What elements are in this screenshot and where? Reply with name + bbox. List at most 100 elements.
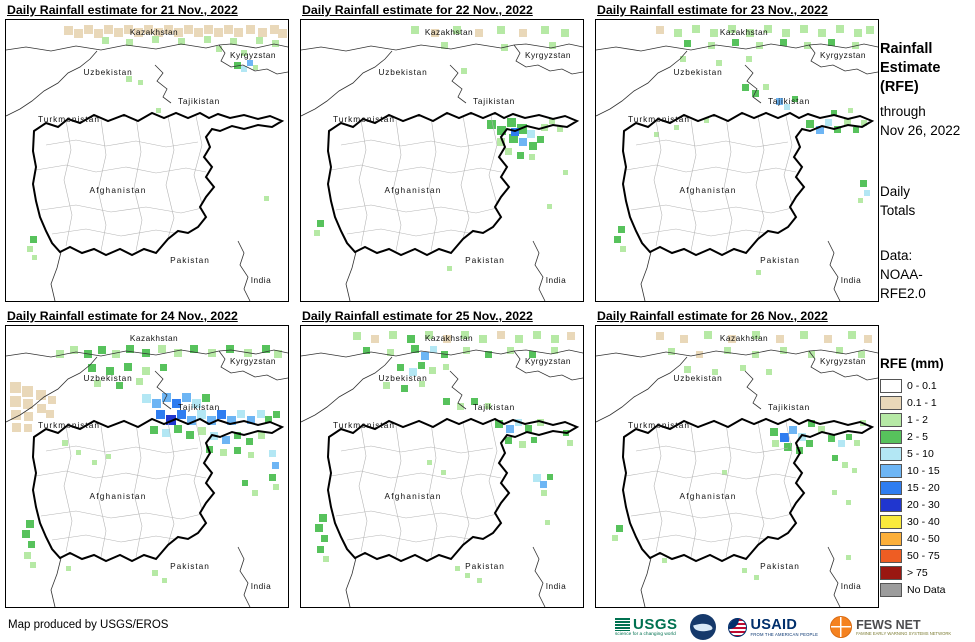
rain-cell: [861, 120, 867, 126]
data-source-line: RFE2.0: [880, 286, 926, 301]
rain-cell: [106, 454, 111, 459]
country-label: Kazakhstan: [130, 333, 178, 343]
rain-cell: [258, 28, 267, 37]
country-labels: Kazakhstan Kyrgyzstan Uzbekistan Tajikistan…: [38, 27, 276, 285]
rain-cell: [808, 420, 815, 427]
country-label: Afghanistan: [89, 491, 146, 501]
rain-cell: [204, 25, 213, 34]
country-borders: [596, 43, 878, 301]
rain-cell: [854, 29, 862, 37]
rain-cell: [92, 460, 97, 465]
rain-cell: [252, 490, 258, 496]
province-borders: [330, 421, 502, 558]
rain-cell: [836, 347, 843, 354]
legend-swatch: [880, 548, 902, 563]
title-line: Rainfall: [880, 41, 933, 57]
country-label: India: [251, 275, 272, 285]
rain-cell: [248, 452, 254, 458]
country-label: Pakistan: [760, 561, 800, 571]
rain-cell: [411, 345, 419, 353]
totals-label: Daily Totals: [880, 182, 972, 220]
usaid-logo: USAID FROM THE AMERICAN PEOPLE: [727, 617, 819, 637]
rain-cell: [806, 440, 813, 447]
through-label: through: [880, 104, 926, 119]
rain-cell: [818, 426, 825, 433]
rain-cell: [174, 28, 183, 37]
data-source-line: NOAA-: [880, 267, 923, 282]
rain-cell: [62, 440, 68, 446]
usaid-flag-icon: [727, 617, 747, 637]
rain-cell: [241, 66, 247, 72]
rain-cell: [780, 39, 787, 46]
rain-cell: [247, 416, 255, 424]
rain-cell: [519, 138, 527, 146]
rain-cell: [842, 462, 848, 468]
rain-cell: [527, 130, 535, 138]
rain-cell: [716, 60, 722, 66]
rain-cell: [323, 556, 329, 562]
rain-cell: [421, 352, 429, 360]
rain-cell: [37, 404, 46, 413]
rain-cell: [134, 28, 143, 37]
rain-cell: [98, 346, 106, 354]
afghanistan-border: [621, 111, 875, 257]
rain-cell: [533, 474, 541, 482]
legend-label: 1 - 2: [907, 413, 929, 426]
rain-cell: [846, 500, 851, 505]
rain-cell: [656, 332, 664, 340]
rain-cell: [557, 126, 563, 132]
legend-swatch: [880, 412, 902, 427]
country-label: Afghanistan: [679, 185, 736, 195]
legend-swatch: [880, 531, 902, 546]
rain-cell: [162, 578, 167, 583]
fewsnet-logo: FEWS NET FAMINE EARLY WARNING SYSTEMS NE…: [830, 616, 951, 638]
country-label: Turkmenistan: [333, 420, 395, 430]
rain-cell: [515, 335, 523, 343]
rain-cell: [319, 514, 327, 522]
rain-cell: [525, 425, 532, 432]
legend-label: 30 - 40: [907, 515, 940, 528]
rain-cell: [136, 378, 143, 385]
legend-item: 0 - 0.1: [880, 377, 974, 394]
legend-swatch: [880, 446, 902, 461]
province-borders: [330, 115, 502, 252]
rain-cell: [265, 416, 272, 423]
rain-cell: [27, 246, 33, 252]
rain-cell: [832, 490, 837, 495]
rain-cell: [126, 76, 132, 82]
rain-cell: [782, 29, 790, 37]
country-border: [6, 356, 98, 423]
legend-label: 50 - 75: [907, 549, 940, 562]
rainfall-map: Kazakhstan Kyrgyzstan Uzbekistan Tajikistan…: [300, 19, 584, 302]
rain-cell: [463, 347, 470, 354]
rain-cell: [246, 438, 253, 445]
rain-cell: [418, 362, 425, 369]
country-border: [6, 349, 288, 358]
rain-cell: [383, 382, 390, 389]
rain-cell: [710, 29, 718, 37]
rain-cell: [142, 349, 150, 357]
legend-label: 2 - 5: [907, 430, 929, 443]
map-panel-6: Daily Rainfall estimate for 26 Nov., 202…: [595, 309, 879, 608]
rain-cell: [126, 345, 134, 353]
rain-cell: [505, 148, 512, 155]
rain-cell: [234, 447, 241, 454]
rain-cell: [497, 126, 506, 135]
rain-cell: [407, 335, 415, 343]
rain-cell: [104, 25, 113, 34]
rain-cell: [321, 535, 328, 542]
rain-cell: [828, 435, 835, 442]
rain-cell: [475, 29, 483, 37]
rain-cell: [389, 331, 397, 339]
rain-cell: [194, 28, 203, 37]
rain-cell: [102, 37, 109, 44]
rain-cell: [419, 381, 425, 387]
rain-cell: [48, 396, 56, 404]
rain-cell: [541, 490, 547, 496]
rain-cell: [506, 425, 514, 433]
rain-cell: [858, 351, 865, 358]
rain-cell: [549, 42, 556, 49]
rain-cell: [567, 440, 573, 446]
country-borders: [596, 349, 878, 607]
rain-cell: [269, 450, 276, 457]
